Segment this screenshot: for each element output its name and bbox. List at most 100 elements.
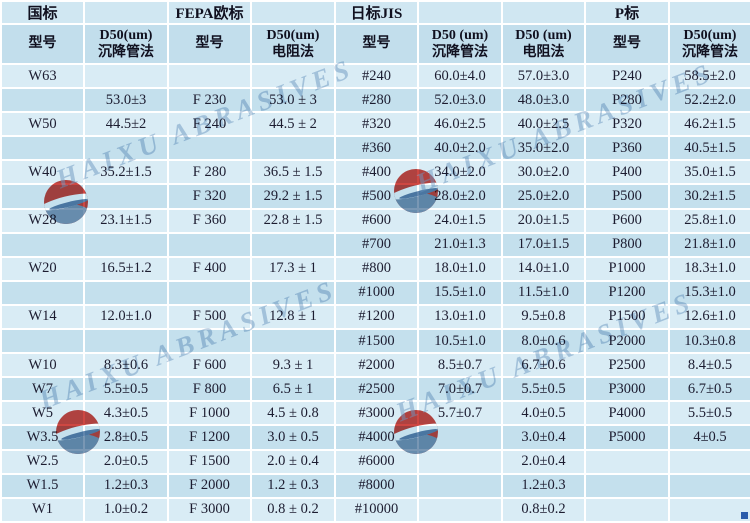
table-cell xyxy=(417,472,503,499)
table-cell: 30.0±2.0 xyxy=(501,159,586,186)
table-cell: 9.3 ± 1 xyxy=(250,352,336,379)
table-cell xyxy=(0,279,85,306)
table-cell: 40.0±2.0 xyxy=(417,135,503,162)
table-cell: W28 xyxy=(0,207,85,234)
table-cell: #700 xyxy=(334,231,419,258)
column-header-cell: D50(um) 沉降管法 xyxy=(83,23,169,65)
table-cell: 12.0±1.0 xyxy=(83,303,169,331)
table-cell: F 2000 xyxy=(167,472,252,499)
table-cell: F 320 xyxy=(167,183,252,210)
table-cell: P500 xyxy=(584,183,670,210)
table-cell: 28.0±2.0 xyxy=(417,183,503,210)
table-cell: F 1500 xyxy=(167,448,252,475)
table-cell xyxy=(417,496,503,523)
column-header-cell: 型号 xyxy=(334,23,419,65)
table-cell: 6.7±0.6 xyxy=(501,352,586,379)
table-cell: 2.8±0.5 xyxy=(83,424,169,451)
table-cell xyxy=(83,62,169,90)
table-cell: W63 xyxy=(0,62,85,90)
table-cell: P240 xyxy=(584,62,670,90)
table-cell: 29.2 ± 1.5 xyxy=(250,183,336,210)
table-cell: 12.8 ± 1 xyxy=(250,303,336,331)
table-cell: 40.5±1.5 xyxy=(668,135,750,162)
table-row: W3.5 2.8±0.5 F 1200 3.0 ± 0.5 #4000 3.0±0.4 P5… xyxy=(0,424,750,451)
table-cell: 25.0±2.0 xyxy=(501,183,586,210)
table-cell: F 400 xyxy=(167,255,252,282)
table-row: #1000 15.5±1.0 11.5±1.0 P1200 15.3±1.0 xyxy=(0,279,750,306)
table-cell xyxy=(167,231,252,258)
table-cell: W10 xyxy=(0,352,85,379)
table-cell: #2000 xyxy=(334,352,419,379)
table-row: W40 35.2±1.5 F 280 36.5 ± 1.5 #400 34.0±2.0 30… xyxy=(0,159,750,186)
table-cell: 58.5±2.0 xyxy=(668,62,750,90)
table-cell: 15.5±1.0 xyxy=(417,279,503,306)
table-cell: W5 xyxy=(0,400,85,427)
table-row: W1 1.0±0.2 F 3000 0.8 ± 0.2 #10000 0.8±0.2 xyxy=(0,496,750,523)
standard-group-label xyxy=(250,0,336,25)
table-row: W5 4.3±0.5 F 1000 4.5 ± 0.8 #3000 5.7±0.7 4.0±… xyxy=(0,400,750,427)
table-cell: 9.5±0.8 xyxy=(501,303,586,331)
table-row: W63 #240 60.0±4.0 57.0±3.0 P240 58.5±2.0 xyxy=(0,62,750,90)
table-cell: 23.1±1.5 xyxy=(83,207,169,234)
table-row: W20 16.5±1.2 F 400 17.3 ± 1 #800 18.0±1.0 14.0… xyxy=(0,255,750,282)
selection-corner-handle xyxy=(741,512,748,519)
column-header-cell: D50 (um) 电阻法 xyxy=(501,23,586,65)
table-cell: W50 xyxy=(0,111,85,138)
table-cell: 1.2±0.3 xyxy=(501,472,586,499)
table-cell: 10.3±0.8 xyxy=(668,328,750,355)
table-cell xyxy=(417,448,503,475)
table-cell: 20.0±1.5 xyxy=(501,207,586,234)
table-cell: 4.5 ± 0.8 xyxy=(250,400,336,427)
table-cell: 0.8±0.2 xyxy=(501,496,586,523)
table-cell: #1500 xyxy=(334,328,419,355)
table-cell xyxy=(584,496,670,523)
table-cell: 34.0±2.0 xyxy=(417,159,503,186)
table-cell xyxy=(584,448,670,475)
table-cell: 35.2±1.5 xyxy=(83,159,169,186)
table-cell: 36.5 ± 1.5 xyxy=(250,159,336,186)
table-cell: 2.0 ± 0.4 xyxy=(250,448,336,475)
table-cell: 21.0±1.3 xyxy=(417,231,503,258)
standard-group-label xyxy=(501,0,586,25)
table-row: W1.5 1.2±0.3 F 2000 1.2 ± 0.3 #8000 1.2±0.3 xyxy=(0,472,750,499)
table-cell xyxy=(584,472,670,499)
standard-group-label xyxy=(417,0,503,25)
table-cell xyxy=(0,135,85,162)
standard-group-label: P标 xyxy=(584,0,670,25)
table-row: F 320 29.2 ± 1.5 #500 28.0±2.0 25.0±2.0 P500 3… xyxy=(0,183,750,210)
table-cell: 14.0±1.0 xyxy=(501,255,586,282)
standard-group-header-row: 国标 FEPA欧标 日标JIS P标 xyxy=(0,0,750,25)
table-cell: 22.8 ± 1.5 xyxy=(250,207,336,234)
table-cell: 48.0±3.0 xyxy=(501,87,586,114)
table-cell: W40 xyxy=(0,159,85,186)
table-cell: W1 xyxy=(0,496,85,523)
standard-group-label: FEPA欧标 xyxy=(167,0,252,25)
table-cell xyxy=(250,279,336,306)
table-cell xyxy=(0,87,85,114)
table-cell: F 240 xyxy=(167,111,252,138)
standard-group-label: 国标 xyxy=(0,0,85,25)
table-cell: 46.0±2.5 xyxy=(417,111,503,138)
table-cell: F 230 xyxy=(167,87,252,114)
table-cell: 8.3±0.6 xyxy=(83,352,169,379)
table-cell: #600 xyxy=(334,207,419,234)
table-cell: 44.5 ± 2 xyxy=(250,111,336,138)
table-cell xyxy=(83,279,169,306)
table-cell: 8.4±0.5 xyxy=(668,352,750,379)
table-cell xyxy=(83,328,169,355)
table-cell: 44.5±2 xyxy=(83,111,169,138)
table-cell: 2.0±0.4 xyxy=(501,448,586,475)
table-cell: 52.0±3.0 xyxy=(417,87,503,114)
table-row: W14 12.0±1.0 F 500 12.8 ± 1 #1200 13.0±1.0 9.5… xyxy=(0,303,750,331)
table-cell: 57.0±3.0 xyxy=(501,62,586,90)
table-cell: 5.7±0.7 xyxy=(417,400,503,427)
table-cell xyxy=(0,231,85,258)
table-cell: #10000 xyxy=(334,496,419,523)
table-cell: F 3000 xyxy=(167,496,252,523)
table-cell: 1.2±0.3 xyxy=(83,472,169,499)
table-cell xyxy=(83,231,169,258)
table-cell xyxy=(83,183,169,210)
table-row: W28 23.1±1.5 F 360 22.8 ± 1.5 #600 24.0±1.5 20… xyxy=(0,207,750,234)
table-cell xyxy=(250,231,336,258)
